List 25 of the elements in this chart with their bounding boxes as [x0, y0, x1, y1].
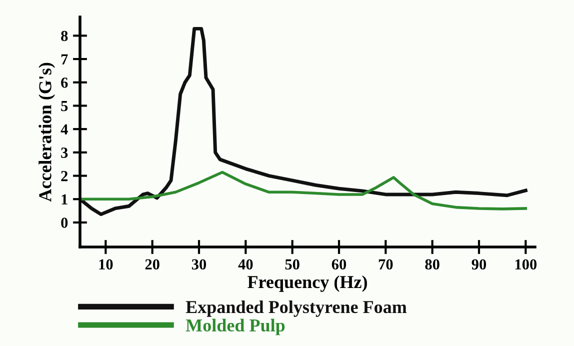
- y-tick-label: 1: [62, 194, 68, 204]
- y-tick-label: 3: [61, 148, 68, 158]
- line-series: [80, 170, 528, 210]
- y-axis-title: Acceleration (G's): [38, 62, 55, 202]
- x-tick-label: 20: [145, 259, 160, 270]
- x-tick-label: 70: [378, 259, 393, 270]
- text: Expanded Polystyrene Foam: [186, 300, 407, 317]
- x-tick-label: 10: [99, 259, 113, 270]
- x-tick-label: 60: [332, 259, 346, 270]
- x-tick-label: 80: [425, 259, 440, 270]
- x-tick-label: 90: [472, 259, 486, 270]
- y-tick-label: 6: [61, 78, 68, 88]
- y-tick-label: 7: [61, 54, 68, 64]
- y-tick-label: 0: [61, 218, 68, 228]
- x-tick-label: 50: [285, 259, 300, 270]
- line-series: [80, 26, 528, 216]
- y-tick-label: 8: [61, 30, 68, 42]
- x-tick-label: 30: [192, 259, 206, 270]
- y-tick-label: 5: [61, 101, 68, 112]
- text: Molded Pulp: [186, 318, 285, 336]
- y-tick-label: 4: [60, 124, 68, 134]
- x-tick-label: 40: [238, 259, 253, 270]
- x-tick-label: 100: [515, 259, 537, 270]
- y-tick-label: 2: [61, 170, 68, 182]
- x-axis-title: Frequency (Hz): [248, 275, 367, 292]
